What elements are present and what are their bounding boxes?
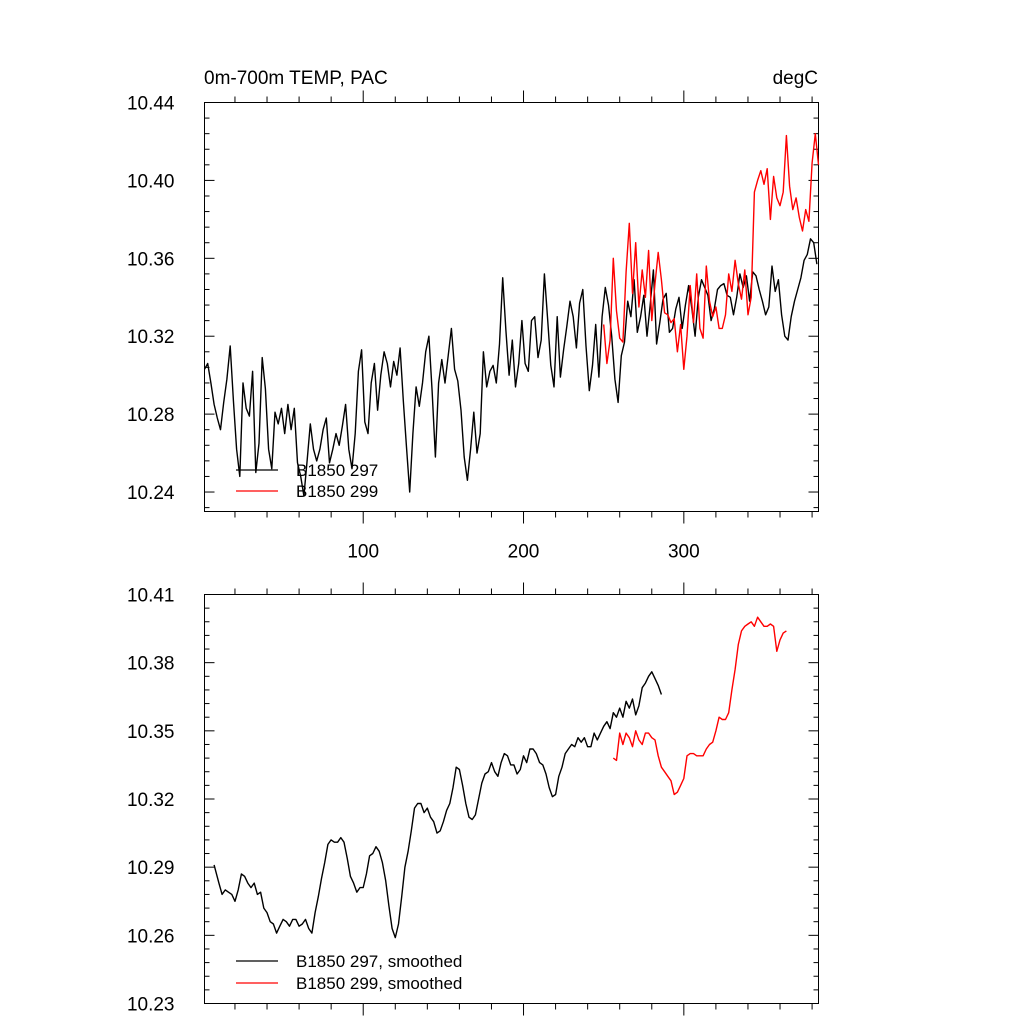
bottom-y-tick-label: 10.29 [127, 858, 175, 879]
top-x-tick-label: 100 [347, 542, 379, 563]
top-chart-title: 0m-700m TEMP, PAC [204, 68, 388, 89]
top-plot-frame [204, 102, 819, 512]
top-series-line-b1850-297 [203, 238, 818, 497]
top-y-tick-label: 10.32 [127, 327, 175, 348]
legend-label-b1850-299-smoothed: B1850 299, smoothed [296, 974, 462, 993]
top-chart-units: degC [773, 68, 818, 89]
top-legend: B1850 297 B1850 299 [236, 461, 378, 501]
top-y-tick-label: 10.36 [127, 249, 175, 270]
top-series-line-b1850-299 [603, 133, 820, 370]
legend-label-b1850-297-smoothed: B1850 297, smoothed [296, 952, 462, 971]
bottom-series-line-b1850-297 [213, 671, 663, 939]
top-y-tick-label: 10.28 [127, 405, 175, 426]
top-y-tick-label: 10.40 [127, 171, 175, 192]
top-x-tick-label: 300 [668, 542, 700, 563]
bottom-y-tick-label: 10.32 [127, 790, 175, 811]
top-y-tick-label: 10.44 [127, 94, 175, 115]
top-x-tick-label: 200 [508, 542, 540, 563]
top-chart-panel: 0m-700m TEMP, PAC degC 10.2410.2810.3210… [127, 68, 820, 563]
top-series-lines [203, 133, 820, 497]
legend-label-b1850-297: B1850 297 [296, 461, 378, 480]
bottom-y-tick-label: 10.26 [127, 926, 175, 947]
bottom-plot-frame [204, 594, 819, 1004]
top-axis-ticks: 10.24 10.28 10.32 10.36 10.40 10.44 100 200 300 [127, 90, 819, 563]
bottom-series-lines [213, 616, 787, 939]
bottom-axis-ticks: 10.23 10.26 10.29 10.32 10.35 10.38 10.41 [127, 582, 819, 1016]
bottom-y-tick-label: 10.23 [127, 995, 175, 1016]
bottom-chart-panel: 10.23 10.26 10.29 10.32 10.35 10.38 10.41 B185… [127, 582, 819, 1016]
bottom-y-tick-label: 10.41 [127, 586, 175, 607]
top-y-tick-label: 10.24 [127, 483, 175, 504]
bottom-y-tick-label: 10.38 [127, 654, 175, 675]
legend-label-b1850-299: B1850 299 [296, 482, 378, 501]
bottom-series-line-b1850-299 [612, 616, 787, 796]
bottom-y-tick-label: 10.35 [127, 722, 175, 743]
bottom-legend: B1850 297, smoothed B1850 299, smoothed [236, 952, 462, 993]
